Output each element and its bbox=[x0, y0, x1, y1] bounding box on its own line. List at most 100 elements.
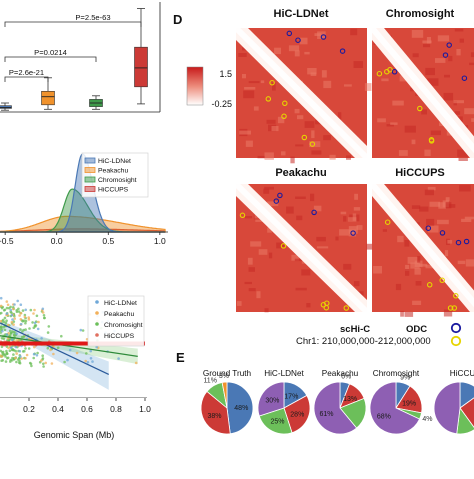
schic-marker bbox=[442, 52, 449, 58]
scatter-point bbox=[2, 337, 6, 341]
heatmap-texture bbox=[412, 53, 419, 58]
pie-title: Chromosight bbox=[373, 369, 420, 378]
scatter-point bbox=[33, 345, 36, 349]
schic-marker bbox=[463, 238, 470, 245]
scatter-point bbox=[52, 352, 55, 356]
heatmap-texture bbox=[267, 227, 272, 233]
heatmap-texture bbox=[446, 130, 452, 136]
odc-marker bbox=[265, 96, 272, 102]
x-tick-label: 1.0 bbox=[154, 236, 166, 246]
odc-marker bbox=[428, 138, 435, 144]
heatmap-texture bbox=[404, 125, 416, 133]
heatmap-texture bbox=[294, 50, 300, 57]
category-label: Chromosight bbox=[73, 122, 120, 131]
significance-bracket bbox=[4, 21, 142, 27]
scatter-point bbox=[29, 362, 33, 366]
heatmap-texture bbox=[414, 268, 421, 275]
scatter-point bbox=[31, 321, 34, 324]
heatmap-texture bbox=[267, 201, 279, 207]
heatmap-texture bbox=[448, 55, 453, 62]
scatter-point bbox=[23, 315, 27, 319]
heatmap-texture bbox=[437, 219, 449, 225]
scatter-point bbox=[10, 313, 14, 317]
category-label: HiCCUPS bbox=[123, 122, 160, 131]
heatmap-texture bbox=[444, 250, 449, 257]
heatmap-texture bbox=[274, 47, 281, 55]
legend-marker-schic bbox=[450, 322, 462, 334]
heatmap-texture bbox=[424, 149, 431, 157]
scatter-point bbox=[42, 314, 46, 317]
pie-label: 11% bbox=[203, 378, 217, 385]
pie-slice bbox=[459, 397, 474, 428]
heatmap-texture bbox=[264, 152, 274, 160]
heatmap-texture bbox=[366, 243, 374, 250]
heatmap-texture bbox=[453, 100, 464, 104]
heatmap-texture bbox=[424, 189, 434, 196]
p-value-label: P=2.6e-21 bbox=[9, 68, 44, 77]
odc-marker bbox=[447, 305, 454, 311]
odc-marker bbox=[387, 66, 393, 73]
heatmap-Peakachu bbox=[233, 181, 374, 315]
scatter-point bbox=[32, 312, 35, 315]
scatter-point bbox=[66, 358, 69, 362]
x-tick-label: −0.5 bbox=[0, 236, 14, 246]
x-tick-label: 0.8 bbox=[110, 404, 122, 414]
scatter-point bbox=[29, 308, 33, 312]
heatmap-texture bbox=[404, 240, 410, 247]
heatmap-texture bbox=[459, 185, 471, 192]
scatter-point bbox=[10, 320, 14, 324]
scatter-point bbox=[41, 311, 45, 314]
heatmap-texture bbox=[390, 122, 398, 125]
scatter-point bbox=[42, 362, 45, 366]
heatmap-texture bbox=[238, 53, 247, 57]
odc-marker bbox=[280, 243, 287, 249]
pie-label: 19% bbox=[402, 400, 416, 407]
schic-marker bbox=[277, 192, 283, 199]
scatter-point bbox=[0, 326, 3, 330]
scatter-point bbox=[117, 357, 120, 360]
scatter-point bbox=[6, 303, 10, 307]
odc-marker bbox=[320, 302, 327, 308]
pie-title: HiC-LDNet bbox=[264, 369, 304, 378]
heatmap-texture bbox=[429, 201, 440, 207]
heatmap-texture bbox=[427, 78, 439, 86]
panel-label-D: D bbox=[173, 12, 182, 27]
heatmap-texture bbox=[277, 116, 285, 124]
heatmap-diagonal-line bbox=[233, 25, 370, 161]
scatter-point bbox=[3, 316, 7, 320]
p-value-label: P=2.5e-63 bbox=[75, 13, 110, 22]
legend-marker bbox=[95, 300, 99, 304]
scatter-point bbox=[42, 365, 45, 368]
scatter-point bbox=[9, 308, 13, 312]
heatmap-texture bbox=[354, 193, 358, 200]
legend-marker bbox=[95, 333, 99, 337]
scatter-point bbox=[33, 321, 37, 325]
heatmap-texture bbox=[404, 312, 414, 317]
colorbar-max-label: 1.5 bbox=[219, 69, 232, 79]
heatmap-texture bbox=[419, 263, 428, 267]
pie-label: 48% bbox=[234, 405, 248, 412]
heatmap-texture bbox=[253, 106, 259, 111]
heatmap-texture bbox=[425, 264, 436, 269]
colorbar bbox=[186, 66, 204, 106]
heatmap-texture bbox=[443, 92, 454, 101]
heatmap-texture bbox=[248, 81, 260, 84]
heatmap-texture bbox=[290, 156, 295, 164]
scatter-point bbox=[7, 306, 11, 310]
scatter-point bbox=[15, 339, 19, 342]
pie-label: 17% bbox=[284, 394, 298, 401]
scatter-point bbox=[89, 349, 92, 353]
heatmap-title: Peakachu bbox=[275, 167, 326, 179]
heatmap-texture bbox=[296, 215, 303, 221]
heatmap-texture bbox=[461, 218, 472, 222]
scatter-point bbox=[84, 359, 87, 363]
scatter-point bbox=[17, 310, 21, 313]
heatmap-texture bbox=[437, 35, 450, 42]
scatter-point bbox=[13, 317, 16, 320]
schic-marker bbox=[350, 230, 356, 236]
heatmap-texture bbox=[445, 197, 450, 202]
scatter-point bbox=[19, 355, 22, 358]
heatmap-texture bbox=[236, 301, 242, 306]
legend-label-schic: scHi-C bbox=[340, 324, 370, 335]
heatmap-texture bbox=[242, 74, 246, 79]
